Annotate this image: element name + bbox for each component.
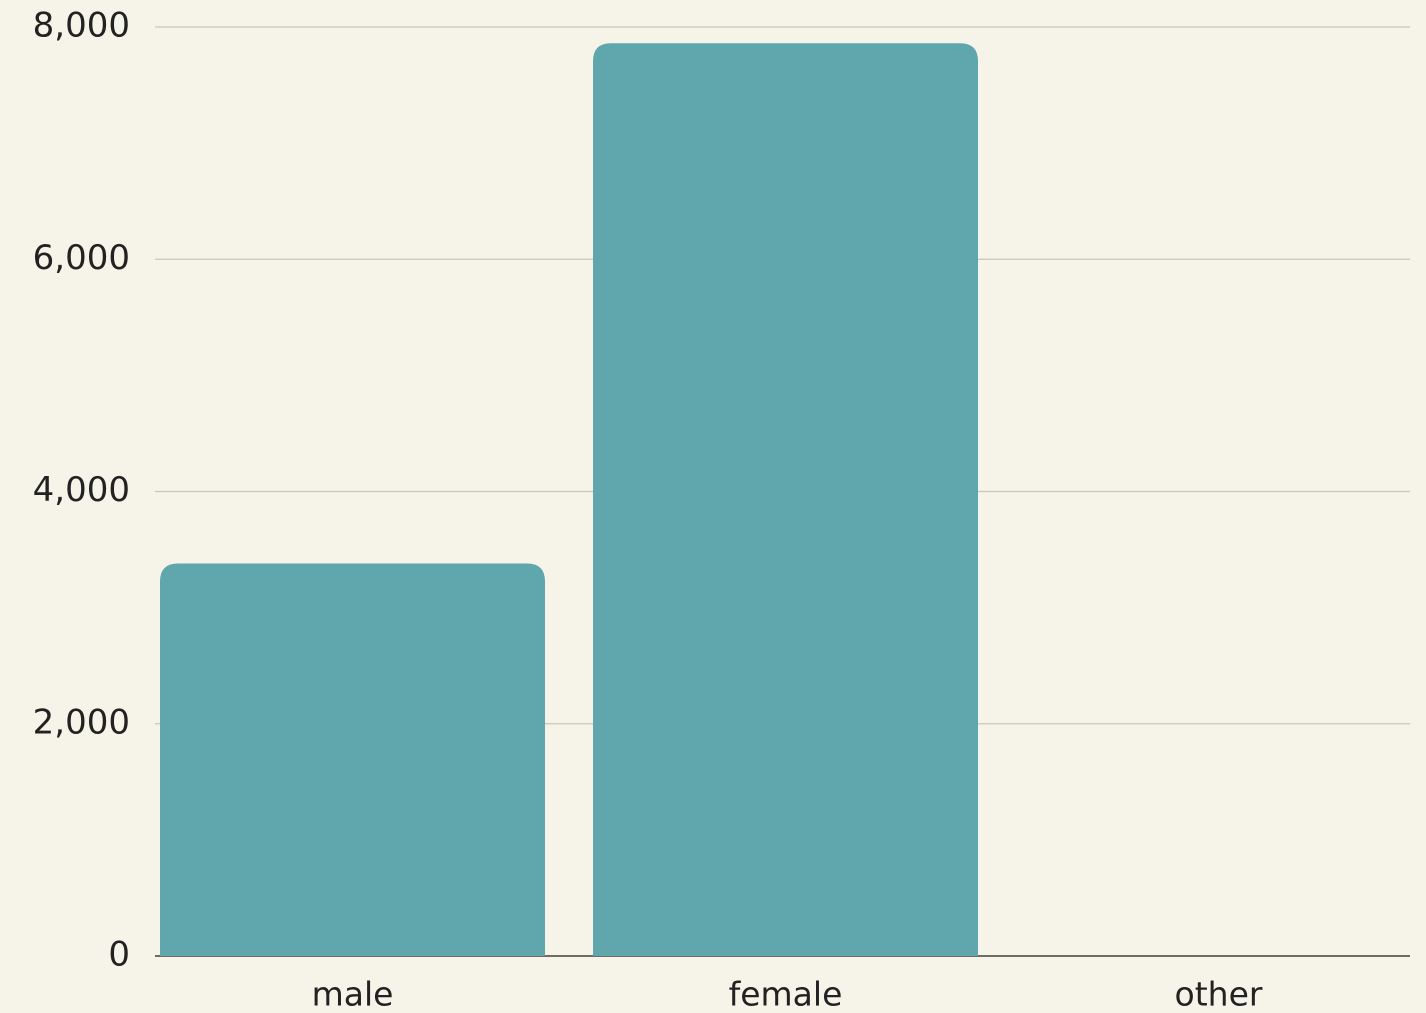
y-tick-label: 2,000 [33,702,130,742]
x-tick-label: male [312,975,394,1013]
bar [593,43,978,956]
y-tick-label: 0 [108,935,130,975]
y-tick-label: 6,000 [33,238,130,278]
y-tick-label: 8,000 [33,6,130,46]
y-tick-label: 4,000 [33,470,130,510]
x-tick-label: female [729,975,843,1013]
x-tick-label: other [1175,975,1263,1013]
bar [160,563,545,956]
